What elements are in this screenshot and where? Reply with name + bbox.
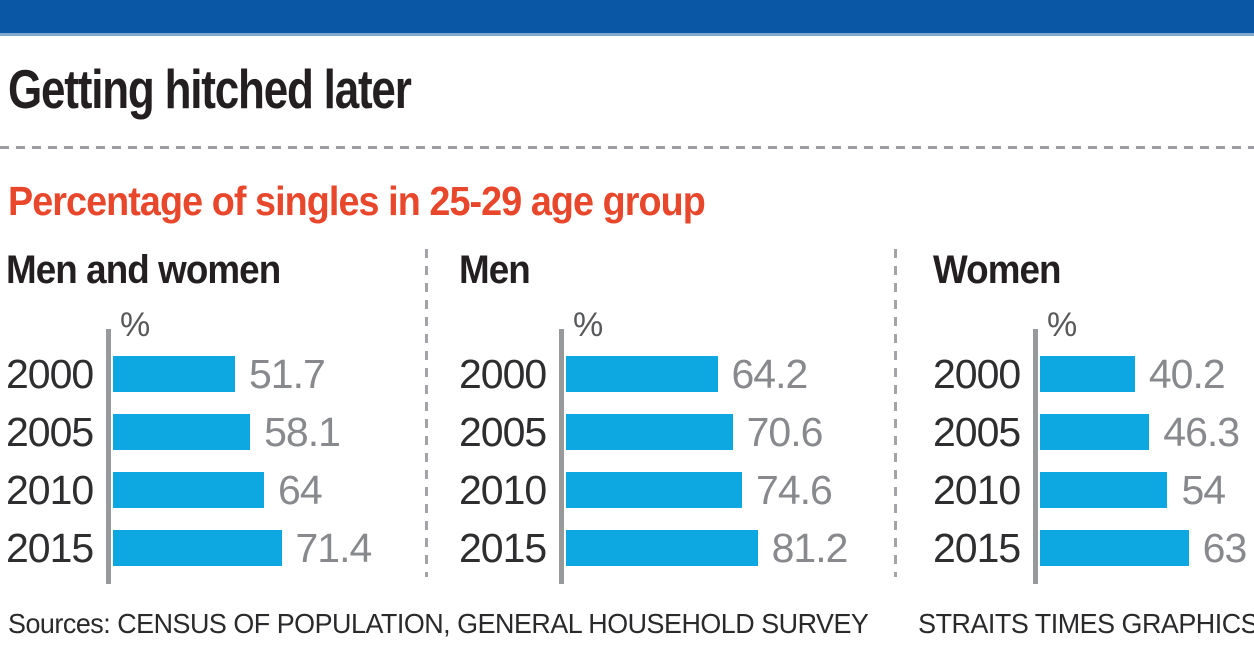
value-label: 70.6 (746, 408, 824, 455)
bar (566, 356, 718, 392)
dashed-column-divider (425, 249, 428, 577)
year-label: 2015 (459, 524, 547, 571)
bar (113, 472, 265, 508)
charts-row: Men and women % 2000 51.7 2005 58.1 2010 64 20… (0, 249, 1254, 589)
unit-label: % (1047, 306, 1078, 344)
chart-rows: 2000 40.2 2005 46.3 2010 54 2015 63 (933, 345, 1251, 577)
year-label: 2005 (933, 408, 1021, 455)
footer: Sources: CENSUS OF POPULATION, GENERAL H… (0, 609, 1254, 639)
chart-men: Men % 2000 64.2 2005 70.6 2010 74.6 2015 81.2 (428, 248, 894, 584)
bar (113, 530, 282, 566)
unit-label: % (573, 306, 604, 344)
page-title: Getting hitched later (8, 58, 412, 120)
chart-men-and-women: Men and women % 2000 51.7 2005 58.1 2010 64 20… (0, 248, 425, 584)
bar-row: 2005 58.1 (6, 403, 425, 461)
value-label: 46.3 (1163, 408, 1240, 455)
plot-area: % 2000 64.2 2005 70.6 2010 74.6 2015 81.2 (459, 305, 894, 584)
bar (566, 530, 758, 566)
bar (566, 472, 743, 508)
masthead-bar (0, 0, 1254, 36)
bar-row: 2000 51.7 (6, 345, 425, 403)
dashed-column-divider (894, 249, 897, 577)
value-label: 40.2 (1148, 350, 1226, 397)
bar-row: 2010 64 (6, 461, 425, 519)
chart-title: Men (459, 248, 531, 292)
value-label: 74.6 (756, 466, 833, 513)
bar-row: 2005 46.3 (933, 403, 1251, 461)
unit-label: % (120, 306, 151, 344)
plot-area: % 2000 40.2 2005 46.3 2010 54 2015 63 (933, 305, 1251, 584)
bar-row: 2015 81.2 (459, 519, 894, 577)
value-label: 63 (1202, 524, 1248, 571)
value-label: 58.1 (264, 408, 341, 455)
chart-title: Men and women (6, 248, 281, 292)
bar (1040, 472, 1168, 508)
bar-row: 2015 71.4 (6, 519, 425, 577)
year-label: 2005 (459, 408, 547, 455)
year-label: 2010 (933, 466, 1021, 513)
credit-text: STRAITS TIMES GRAPHICS (918, 608, 1254, 639)
chart-title: Women (933, 248, 1062, 292)
bar (566, 414, 733, 450)
value-label: 64 (278, 466, 323, 513)
chart-rows: 2000 64.2 2005 70.6 2010 74.6 2015 81.2 (459, 345, 894, 577)
value-label: 64.2 (731, 350, 809, 397)
year-label: 2015 (933, 524, 1021, 571)
y-axis-line (559, 329, 564, 584)
dashed-divider-horizontal (0, 146, 1254, 149)
bar-row: 2000 40.2 (933, 345, 1251, 403)
year-label: 2005 (6, 408, 94, 455)
bar (113, 356, 235, 392)
year-label: 2015 (6, 524, 94, 571)
bar-row: 2015 63 (933, 519, 1251, 577)
chart-women: Women % 2000 40.2 2005 46.3 2010 54 2015 63 (897, 248, 1251, 584)
bar-row: 2010 74.6 (459, 461, 894, 519)
bar-row: 2000 64.2 (459, 345, 894, 403)
year-label: 2010 (459, 466, 547, 513)
year-label: 2000 (933, 350, 1021, 397)
value-label: 51.7 (249, 350, 326, 397)
year-label: 2000 (459, 350, 547, 397)
sources-list: CENSUS OF POPULATION, GENERAL HOUSEHOLD … (117, 608, 869, 639)
bar-row: 2005 70.6 (459, 403, 894, 461)
chart-subtitle: Percentage of singles in 25-29 age group (8, 178, 706, 224)
y-axis-line (1033, 329, 1038, 584)
sources-text: Sources: CENSUS OF POPULATION, GENERAL H… (8, 608, 869, 639)
bar (1040, 414, 1150, 450)
year-label: 2010 (6, 466, 94, 513)
bar (1040, 356, 1135, 392)
bar (113, 414, 251, 450)
value-label: 54 (1181, 466, 1226, 513)
bar (1040, 530, 1189, 566)
plot-area: % 2000 51.7 2005 58.1 2010 64 2015 71.4 (6, 305, 425, 584)
sources-prefix: Sources: (8, 608, 111, 639)
y-axis-line (106, 329, 111, 584)
value-label: 71.4 (295, 524, 373, 571)
value-label: 81.2 (771, 524, 849, 571)
year-label: 2000 (6, 350, 94, 397)
bar-row: 2010 54 (933, 461, 1251, 519)
chart-rows: 2000 51.7 2005 58.1 2010 64 2015 71.4 (6, 345, 425, 577)
